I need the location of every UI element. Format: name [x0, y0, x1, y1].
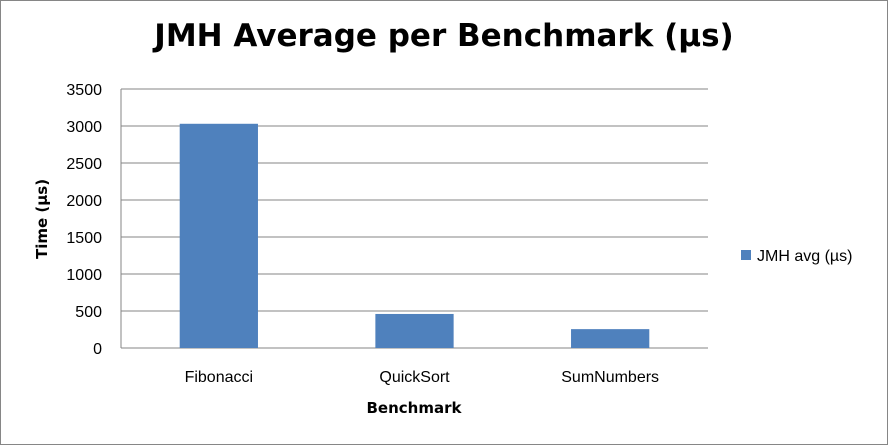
legend-swatch	[741, 250, 751, 260]
bar-quicksort	[375, 313, 454, 348]
y-tick-label: 3000	[66, 119, 102, 136]
legend: JMH avg (µs)	[741, 248, 852, 265]
x-axis-title: Benchmark	[367, 399, 463, 417]
x-tick-label: QuickSort	[379, 369, 450, 386]
y-tick-labels: 0 500 1000 1500 2000 2500 3000 3500	[66, 82, 102, 358]
chart-title: JMH Average per Benchmark (µs)	[154, 18, 734, 54]
y-tick-label: 3500	[66, 82, 102, 99]
y-tick-label: 2500	[66, 156, 102, 173]
x-tick-labels: Fibonacci QuickSort SumNumbers	[185, 369, 659, 386]
x-tick-label: SumNumbers	[561, 369, 659, 386]
y-axis-title: Time (µs)	[33, 179, 51, 259]
y-tick-label: 1500	[66, 230, 102, 247]
y-tick-label: 2000	[66, 193, 102, 210]
legend-label: JMH avg (µs)	[757, 248, 852, 265]
y-tick-label: 0	[93, 341, 102, 358]
bar-fibonacci	[179, 123, 258, 348]
y-tick-label: 1000	[66, 267, 102, 284]
bars	[179, 123, 650, 348]
y-tick-label: 500	[75, 304, 102, 321]
bar-sumnumbers	[571, 329, 650, 348]
x-tick-label: Fibonacci	[185, 369, 253, 386]
